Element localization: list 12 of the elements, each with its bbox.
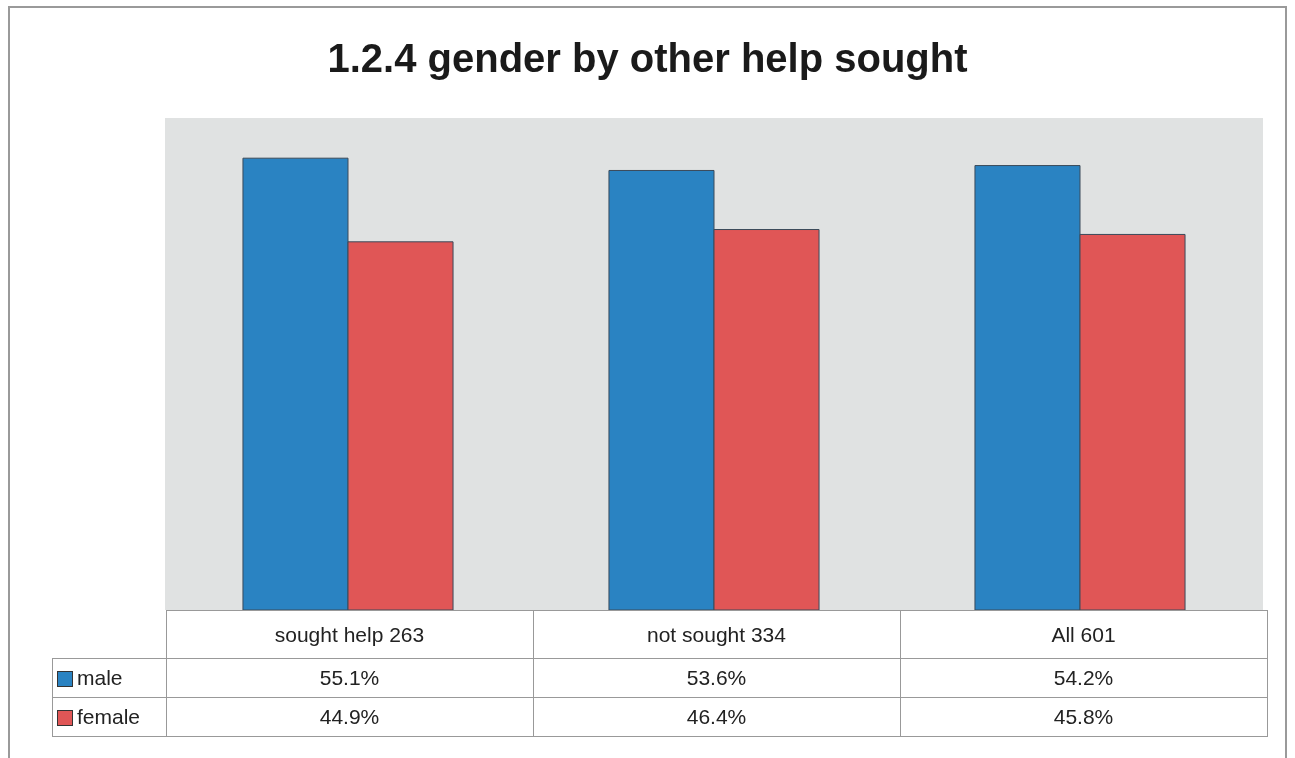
data-label: 46.4% — [533, 697, 900, 737]
x-tick-label: sought help 263 — [166, 610, 533, 659]
x-tick-label: All 601 — [900, 610, 1267, 659]
data-label: 54.2% — [900, 658, 1267, 698]
chart-title: 1.2.4 gender by other help sought — [327, 36, 968, 80]
x-tick-label: not sought 334 — [533, 610, 900, 659]
legend-label: female — [77, 705, 141, 728]
data-label: 55.1% — [166, 658, 533, 698]
data-label: 45.8% — [900, 697, 1267, 737]
data-label: 53.6% — [533, 658, 900, 698]
data-label: 44.9% — [166, 697, 533, 737]
legend-label: male — [77, 666, 123, 689]
